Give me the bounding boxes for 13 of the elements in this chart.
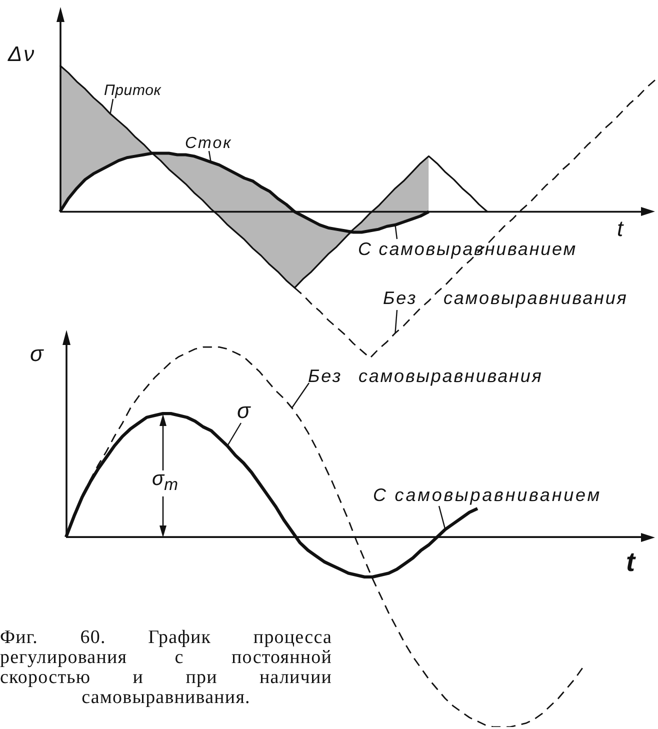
series-label: Без самовыравнивания: [308, 366, 543, 387]
series-label: С самовыравниванием: [373, 485, 602, 506]
annotation: С самовыравниванием: [358, 239, 578, 260]
series-label: Без самовыравнивания: [383, 288, 628, 309]
annotation: Фиг. 60. График процесса регулирования с постоянной скоростью и при наличии самовыравнивания.: [0, 627, 332, 708]
x-axis-title: t: [626, 547, 635, 578]
annotation: σ$_{m}$: [152, 468, 178, 494]
y-axis-title: Δν: [8, 43, 36, 66]
x-axis-title: t: [617, 216, 624, 242]
y-axis-title: σ: [30, 341, 44, 366]
series-label: Сток: [185, 135, 232, 153]
series-label: Приток: [104, 82, 162, 100]
annotation: σ: [237, 398, 250, 424]
